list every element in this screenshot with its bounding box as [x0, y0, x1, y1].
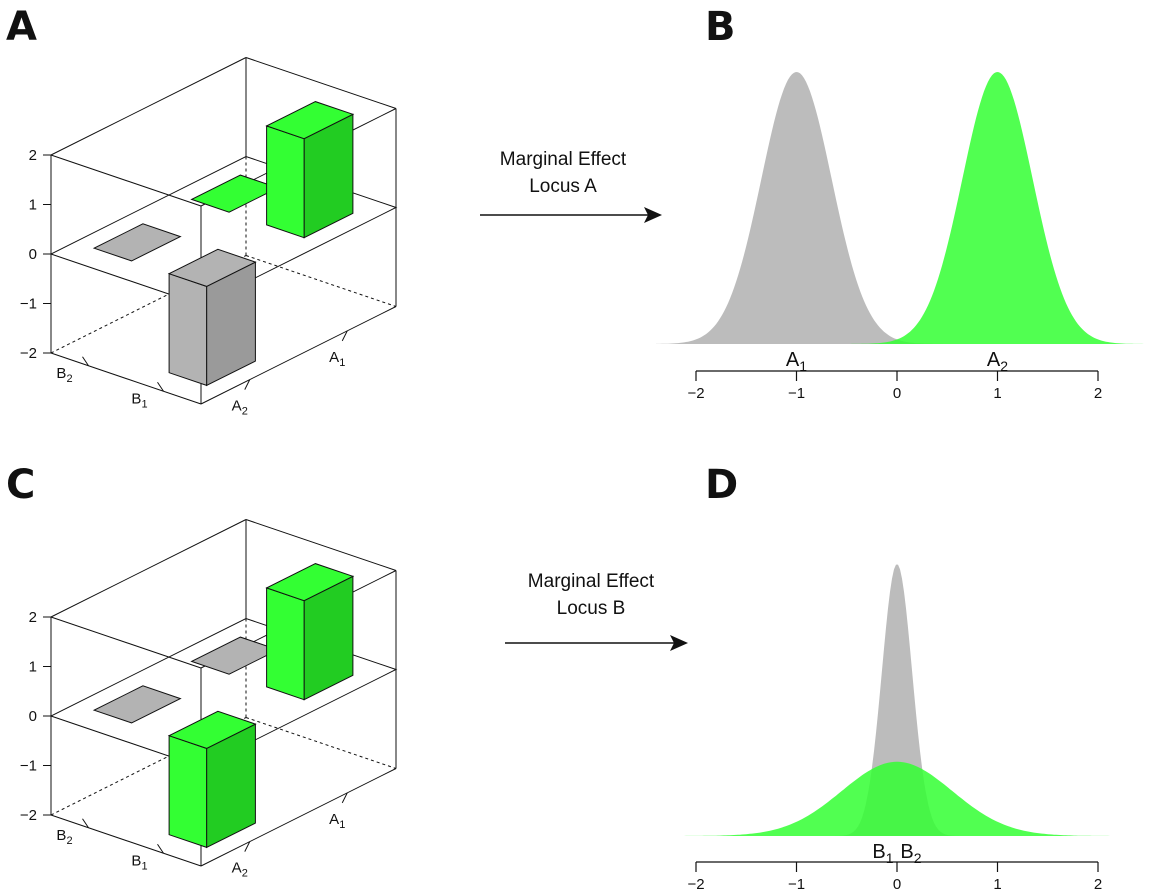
panel-a-3d-bars: −2 −1 0 1 2 A1 A2 B1 B2 [20, 57, 398, 418]
box-edge-0 [50, 519, 247, 618]
cell-square [92, 685, 182, 724]
box-edge-4 [50, 352, 202, 405]
arrow-locus-b-line1: Marginal Effect [528, 571, 655, 592]
x-tick-label: A1 [329, 811, 345, 831]
x-axis-tick-label: 1 [993, 385, 1001, 402]
cell-square [190, 636, 280, 675]
z-tick-label: 0 [29, 246, 37, 263]
y-tick-b2 [82, 818, 89, 829]
x-axis-tick-label: 1 [993, 876, 1001, 893]
x-tick-a2 [244, 841, 251, 852]
bar-face-front-left [168, 735, 208, 849]
x-axis-tick-label: 2 [1094, 876, 1102, 893]
x-tick-a2 [244, 379, 251, 390]
bar-face-front-left [266, 125, 305, 239]
bar-top [265, 563, 355, 602]
x-tick-a1 [341, 792, 348, 804]
z-tick-label: 2 [29, 147, 37, 164]
density-curve-1 [656, 564, 1161, 836]
arrow-locus-b-line2: Locus B [557, 598, 626, 619]
z-tick-label: −1 [20, 296, 37, 313]
box-hidden-edge-a2 [245, 255, 397, 307]
zero-plane [49, 617, 398, 768]
y-tick-b2 [82, 356, 89, 367]
y-tick-label: B2 [56, 827, 72, 847]
panel-letter-a: A [6, 4, 37, 50]
bar-face-front-left [266, 587, 305, 701]
z-tick-label: −2 [20, 345, 37, 362]
density-curve-1 [656, 72, 1161, 344]
density-curve-2 [656, 72, 1161, 344]
arrow-locus-a-line2: Locus A [529, 176, 597, 197]
zero-plane [49, 155, 398, 306]
density-label-1: A1 [786, 349, 807, 374]
box-edge-4 [50, 814, 202, 867]
y-tick-b1 [157, 843, 164, 854]
panel-c-3d-bars: −2 −1 0 1 2 A1 A2 B1 B2 [20, 519, 398, 880]
box-edge-0 [50, 57, 247, 156]
panel-d-density: B1 B2 −2 −1 0 1 2 [656, 564, 1161, 893]
z-tick-label: 2 [29, 609, 37, 626]
z-tick-label: 1 [29, 197, 37, 214]
box-edge-1 [245, 519, 397, 571]
arrow-locus-a-head [644, 207, 662, 223]
cell-square [92, 223, 182, 262]
z-tick-label: 1 [29, 659, 37, 676]
x-tick-label: A2 [232, 860, 248, 880]
y-tick-label: B1 [131, 390, 147, 410]
y-tick-label: B2 [56, 365, 72, 385]
y-tick-b1 [157, 381, 164, 392]
z-tick-label: −1 [20, 758, 37, 775]
x-axis-tick-label: −2 [687, 385, 704, 402]
x-axis-tick-label: −1 [788, 385, 805, 402]
bar-top [265, 101, 355, 140]
panel-letter-d: D [705, 462, 738, 508]
x-tick-a1 [341, 330, 348, 342]
x-tick-label: A1 [329, 349, 345, 369]
z-tick-label: 0 [29, 708, 37, 725]
panel-letter-c: C [6, 462, 35, 508]
x-tick-label: A2 [232, 398, 248, 418]
z-tick-label: −2 [20, 807, 37, 824]
panel-b-density: A1 A2 −2 −1 0 1 2 [656, 72, 1161, 402]
arrow-locus-b: Marginal Effect Locus B [505, 571, 688, 651]
box-edge-3 [50, 616, 202, 669]
arrow-locus-a: Marginal Effect Locus A [480, 149, 662, 223]
x-axis-tick-label: 0 [893, 876, 901, 893]
arrow-locus-b-head [670, 635, 688, 651]
bar-top [167, 248, 257, 287]
x-axis-tick-label: −1 [788, 876, 805, 893]
panel-letter-b: B [705, 4, 736, 50]
density-label-2: A2 [987, 349, 1008, 374]
density-label-1: B1 [872, 841, 893, 866]
bar-top [167, 710, 257, 749]
x-axis-tick-label: −2 [687, 876, 704, 893]
box-hidden-edge-a2 [245, 717, 397, 769]
cell-square [190, 174, 280, 213]
box-edge-5 [200, 306, 397, 405]
density-curve-2 [656, 761, 1161, 836]
bar-face-front-left [168, 273, 208, 387]
y-tick-label: B1 [131, 852, 147, 872]
box-edge-3 [50, 154, 202, 207]
x-axis-tick-label: 0 [893, 385, 901, 402]
arrow-locus-a-line1: Marginal Effect [500, 149, 627, 170]
x-axis-tick-label: 2 [1094, 385, 1102, 402]
box-edge-1 [245, 57, 397, 109]
box-edge-5 [200, 768, 397, 867]
density-label-2: B2 [900, 841, 921, 866]
